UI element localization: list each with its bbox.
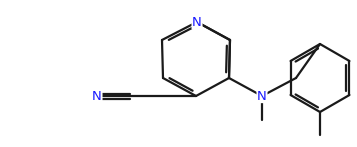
Text: N: N <box>92 90 102 102</box>
Text: N: N <box>192 15 202 29</box>
Text: N: N <box>257 90 267 102</box>
